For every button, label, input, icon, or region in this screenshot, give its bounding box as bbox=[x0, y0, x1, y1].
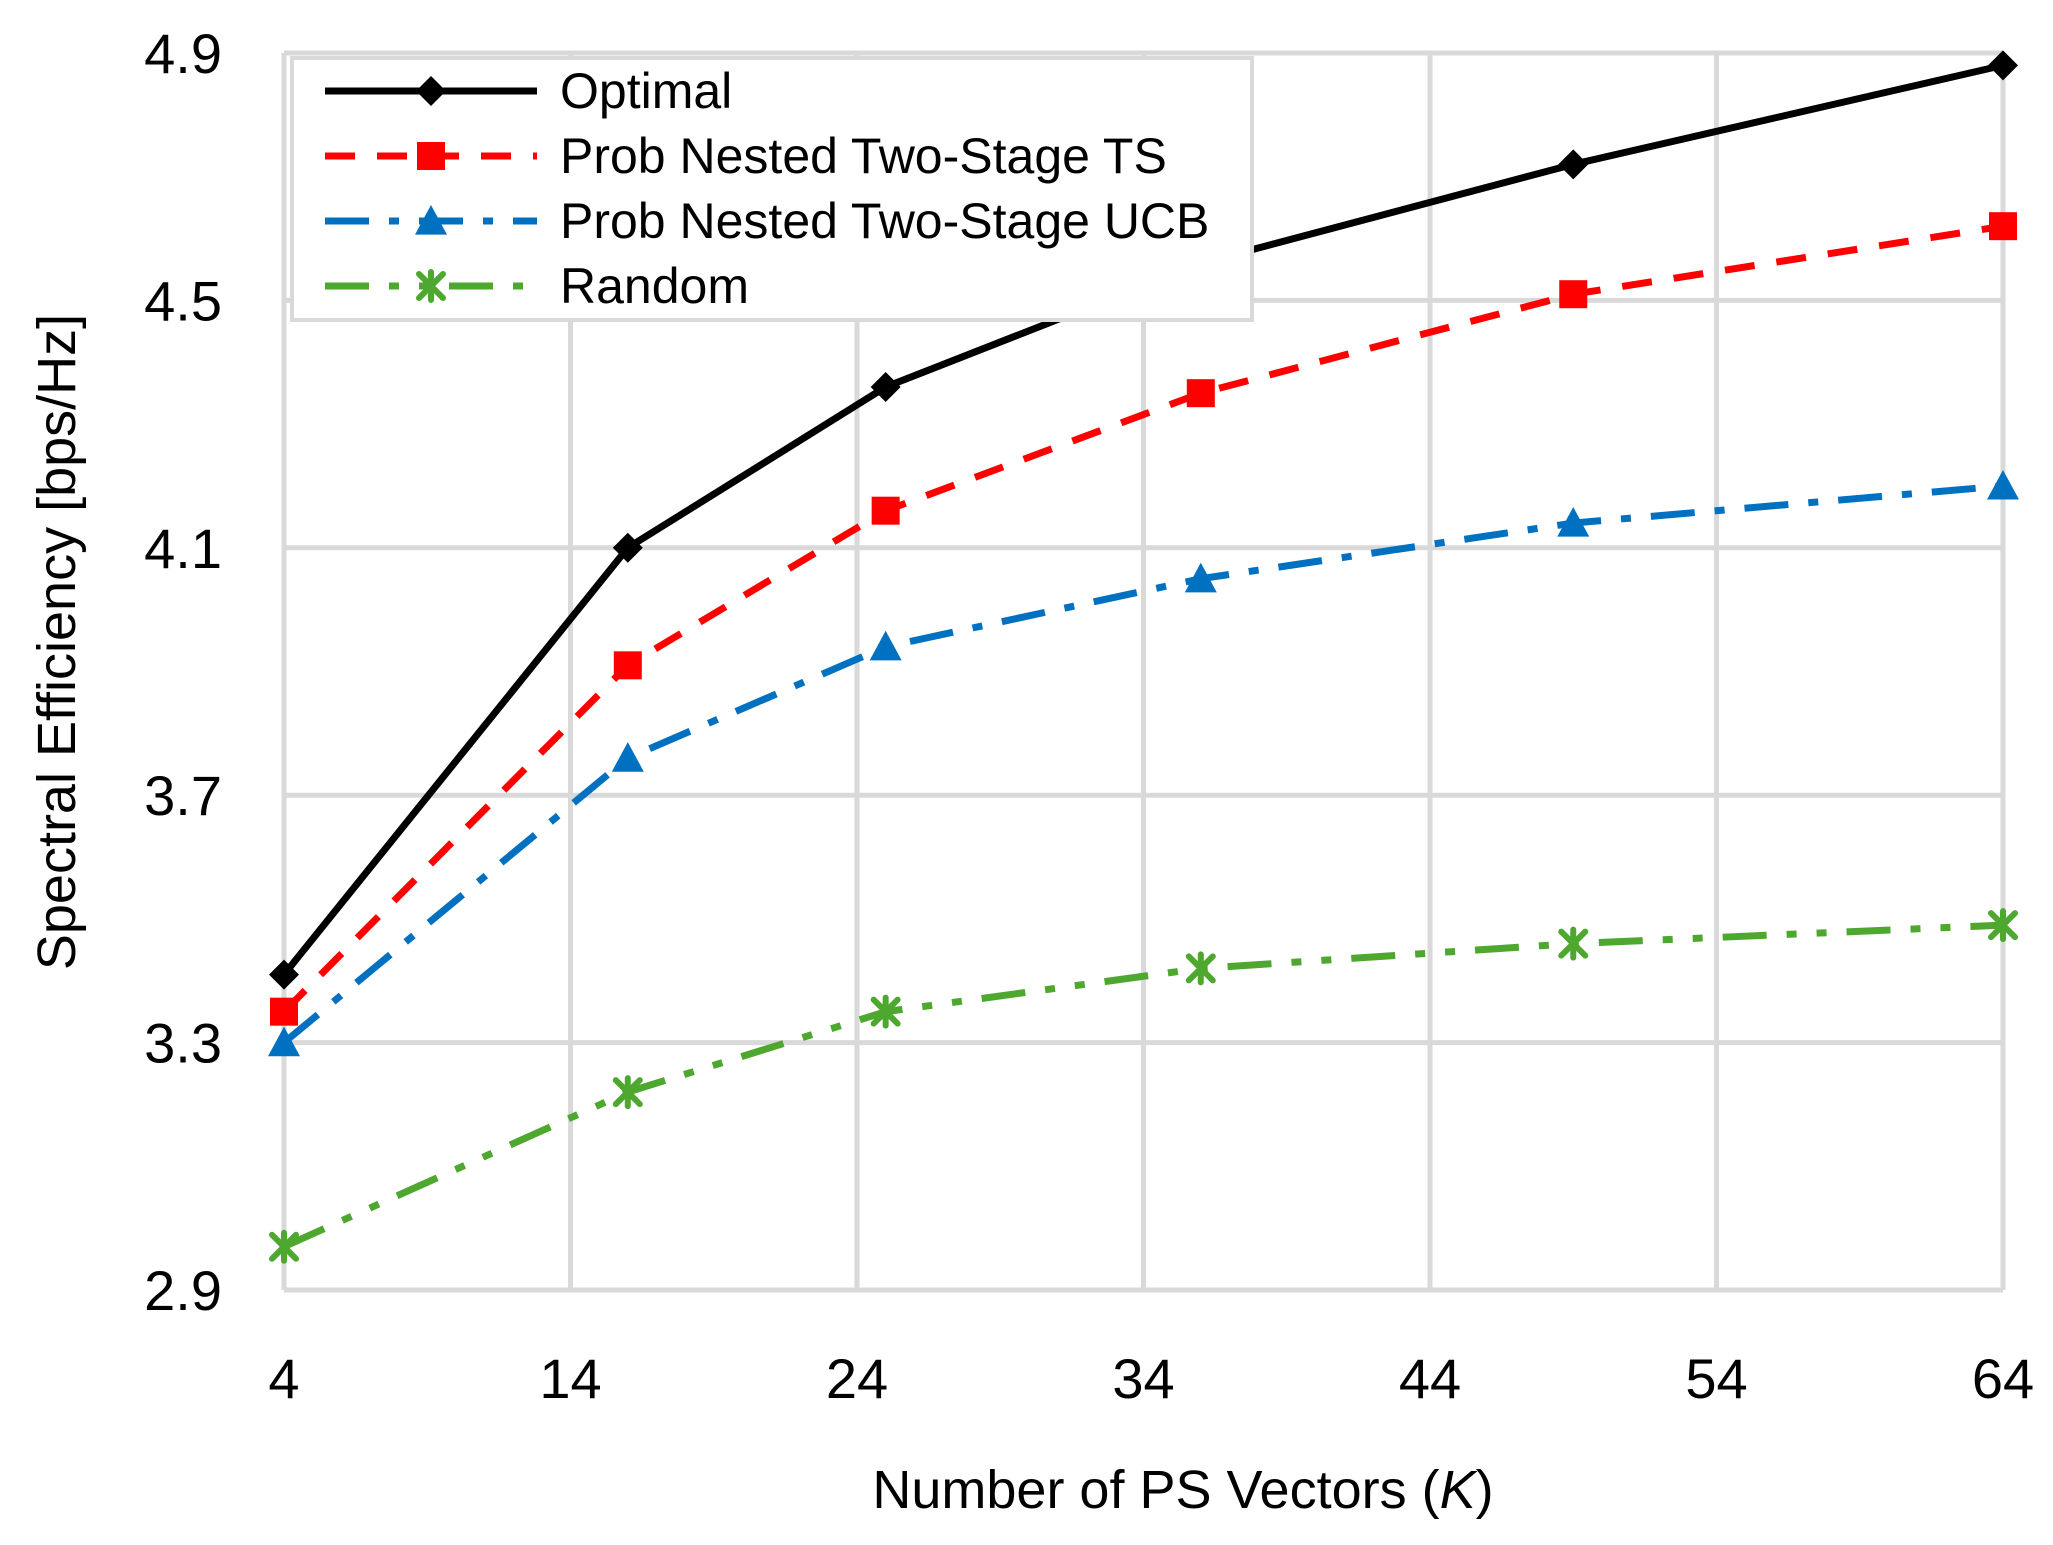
legend-box bbox=[290, 56, 1254, 322]
data-point-prob-nested-two-stage-ucb bbox=[268, 1026, 300, 1057]
x-axis-title-suffix: ) bbox=[1476, 1460, 1494, 1520]
y-tick-label: 4.5 bbox=[144, 269, 222, 332]
legend-marker-prob-nested-two-stage-ucb bbox=[415, 205, 447, 235]
series-line-prob-nested-two-stage-ts bbox=[281, 222, 2004, 1015]
data-point-random bbox=[612, 1075, 643, 1110]
data-point-optimal bbox=[612, 532, 643, 563]
series-line-optimal bbox=[281, 61, 2004, 977]
axes: 2.9 3.3 3.7 4.1 4.5 4.9 4 14 24 34 44 54 64 bbox=[144, 22, 2034, 1410]
x-tick-label: 54 bbox=[1685, 1347, 1747, 1410]
data-point-random bbox=[269, 1229, 299, 1264]
legend-label-optimal: Optimal bbox=[560, 63, 732, 119]
data-point-optimal bbox=[870, 371, 901, 402]
legend-label-random: Random bbox=[560, 258, 749, 314]
data-point-prob-nested-two-stage-ucb bbox=[611, 742, 644, 772]
legend-entry-random: Random bbox=[325, 258, 749, 314]
data-point-random bbox=[1988, 908, 2018, 943]
x-tick-label: 24 bbox=[826, 1347, 888, 1410]
series-line-prob-nested-two-stage-ucb bbox=[281, 482, 2004, 1046]
legend-entry-optimal: Optimal bbox=[325, 63, 732, 119]
legend-marker-optimal bbox=[416, 76, 446, 106]
data-point-prob-nested-two-stage-ts bbox=[1559, 280, 1588, 309]
series-optimal bbox=[269, 50, 2018, 990]
x-axis-title: Number of PS Vectors (K) bbox=[872, 1460, 1493, 1520]
data-point-optimal bbox=[269, 959, 299, 990]
y-tick-label: 3.7 bbox=[144, 764, 222, 827]
series-line-random bbox=[282, 921, 2004, 1250]
data-point-random bbox=[1185, 951, 1216, 986]
y-tick-label: 4.9 bbox=[144, 22, 222, 85]
x-tick-label: 34 bbox=[1112, 1347, 1174, 1410]
series-prob-nested-two-stage-ucb bbox=[268, 469, 2019, 1057]
data-point-prob-nested-two-stage-ucb bbox=[1557, 507, 1590, 537]
series-random bbox=[269, 908, 2018, 1264]
y-tick-label: 2.9 bbox=[144, 1259, 222, 1322]
legend-marker-random bbox=[416, 269, 446, 303]
x-tick-label: 14 bbox=[539, 1347, 601, 1410]
legend-marker-prob-nested-two-stage-ts bbox=[417, 142, 445, 170]
legend-entry-prob-nested-two-stage-ucb: Prob Nested Two-Stage UCB bbox=[325, 193, 1209, 249]
data-point-prob-nested-two-stage-ucb bbox=[1184, 562, 1217, 593]
data-point-optimal bbox=[1988, 50, 2018, 81]
series-lines bbox=[268, 50, 2019, 1264]
legend-label-prob-nested-two-stage-ts: Prob Nested Two-Stage TS bbox=[560, 128, 1167, 184]
data-point-prob-nested-two-stage-ucb bbox=[869, 630, 902, 661]
x-tick-label: 64 bbox=[1972, 1347, 2034, 1410]
data-point-prob-nested-two-stage-ts bbox=[871, 496, 900, 525]
data-point-prob-nested-two-stage-ucb bbox=[1987, 469, 2019, 500]
x-axis-title-prefix: Number of PS Vectors ( bbox=[872, 1460, 1439, 1520]
data-point-optimal bbox=[1558, 149, 1589, 180]
x-tick-label: 44 bbox=[1399, 1347, 1461, 1410]
data-point-random bbox=[870, 994, 901, 1029]
data-point-prob-nested-two-stage-ts bbox=[613, 651, 642, 680]
legend-entry-prob-nested-two-stage-ts: Prob Nested Two-Stage TS bbox=[325, 128, 1167, 184]
data-point-prob-nested-two-stage-ts bbox=[270, 997, 298, 1026]
data-point-random bbox=[1558, 926, 1589, 961]
series-prob-nested-two-stage-ts bbox=[270, 212, 2017, 1026]
legend-label-prob-nested-two-stage-ucb: Prob Nested Two-Stage UCB bbox=[560, 193, 1209, 249]
x-axis-title-variable: K bbox=[1440, 1460, 1478, 1520]
x-tick-label: 4 bbox=[268, 1347, 299, 1410]
y-tick-label: 4.1 bbox=[144, 517, 222, 580]
y-tick-label: 3.3 bbox=[144, 1012, 222, 1075]
data-point-prob-nested-two-stage-ts bbox=[1186, 379, 1215, 408]
legend: Optimal Prob Nested Two-Stage TS Prob Nest… bbox=[290, 56, 1254, 322]
y-axis-title: Spectral Efficiency [bps/Hz] bbox=[27, 314, 87, 970]
data-point-prob-nested-two-stage-ts bbox=[1989, 212, 2017, 241]
